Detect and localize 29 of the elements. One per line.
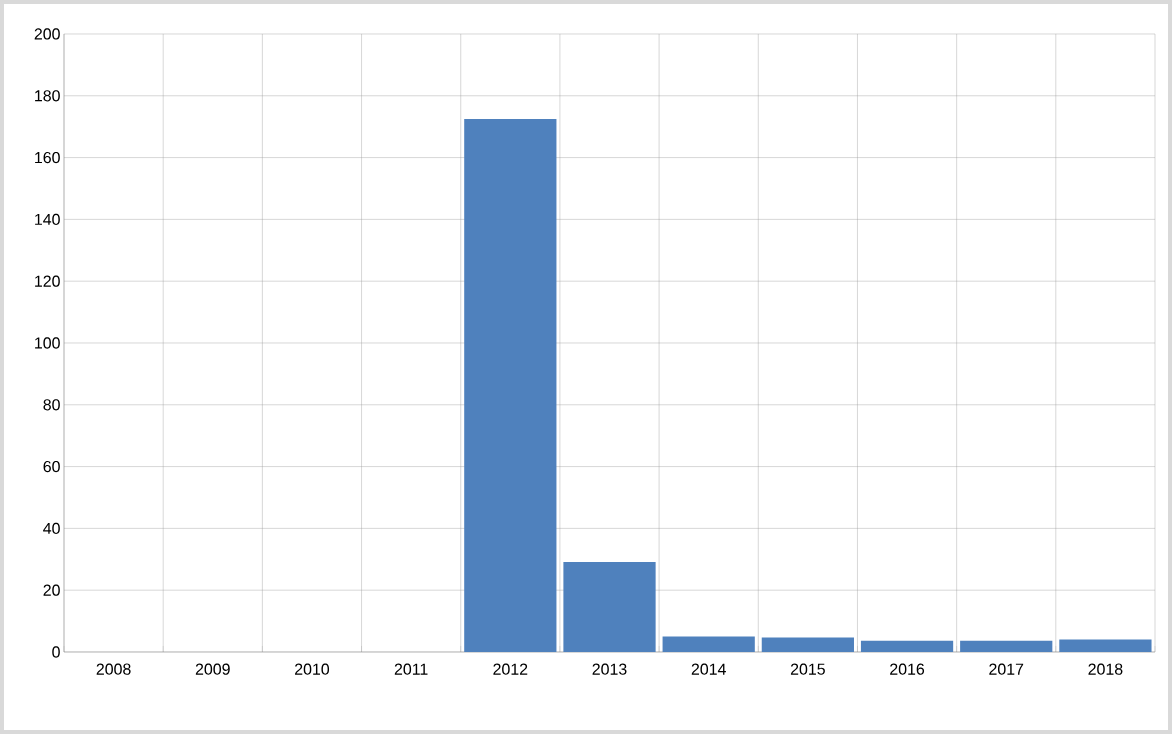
x-tick-label: 2018: [1088, 663, 1123, 675]
x-tick-label: 2008: [96, 663, 131, 675]
x-tick-label: 2009: [195, 663, 230, 675]
x-tick-label: 2013: [592, 663, 627, 675]
y-tick-label: 200: [34, 28, 60, 40]
y-tick-label: 80: [43, 399, 60, 411]
x-tick-label: 2016: [890, 663, 925, 675]
y-tick-label: 0: [52, 646, 60, 658]
bar: [563, 562, 656, 652]
y-tick-label: 180: [35, 90, 60, 102]
y-tick-label: 20: [43, 584, 60, 596]
x-tick-label: 2010: [295, 663, 330, 675]
x-tick-label: 2017: [989, 663, 1024, 675]
x-tick-label: 2014: [691, 663, 726, 675]
bar: [464, 118, 557, 652]
bar: [761, 637, 854, 652]
x-tick-label: 2015: [790, 663, 825, 675]
y-tick-label: 160: [35, 151, 60, 164]
x-tick-label: 2012: [493, 663, 528, 675]
y-tick-label: 120: [35, 275, 60, 287]
y-tick-label: 40: [43, 522, 60, 535]
bar: [662, 636, 755, 652]
x-tick-label: 2011: [394, 663, 428, 675]
y-tick-label: 140: [35, 213, 60, 226]
y-tick-label: 60: [43, 460, 60, 473]
bar: [960, 640, 1053, 652]
y-tick-label: 100: [35, 337, 60, 349]
bar: [860, 640, 954, 652]
bar: [1059, 639, 1152, 652]
